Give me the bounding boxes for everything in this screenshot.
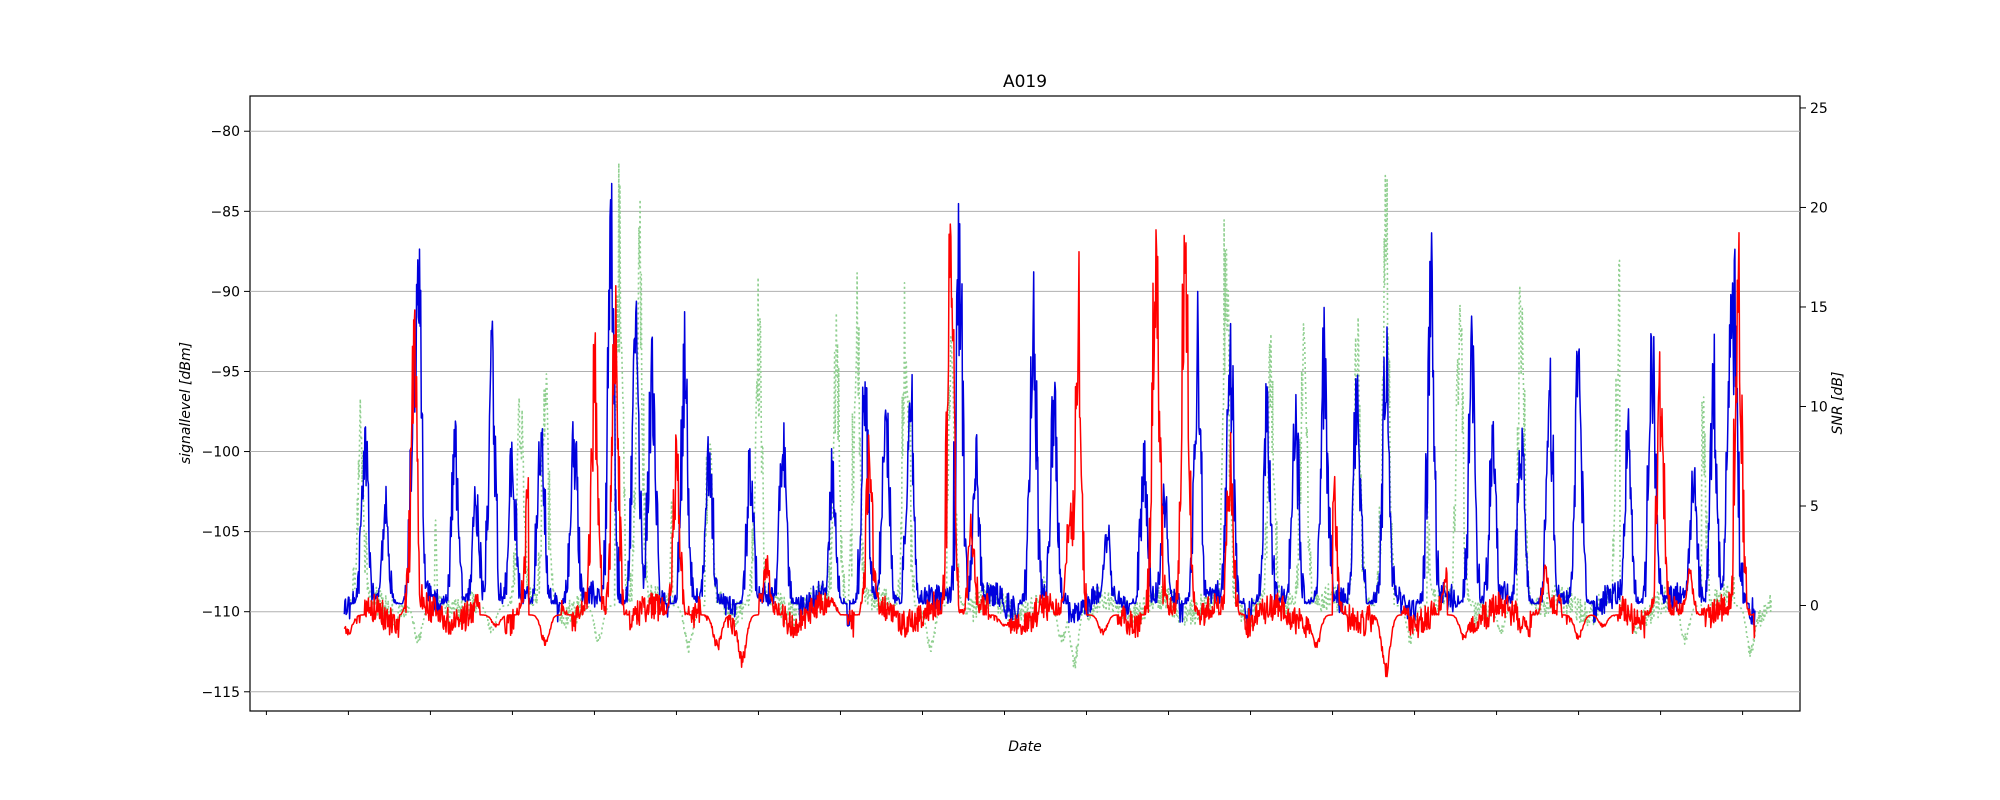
y-left-axis-label: signallevel [dBm] bbox=[178, 342, 194, 464]
axes: −80−85−90−95−100−105−110−115051015202502… bbox=[202, 101, 1828, 715]
series-layer bbox=[343, 162, 1773, 678]
y-left-tick-label: −85 bbox=[210, 204, 240, 220]
chart-title: A019 bbox=[1003, 72, 1047, 92]
y-right-tick-label: 25 bbox=[1810, 101, 1828, 117]
y-left-tick-label: −115 bbox=[202, 685, 240, 701]
y-right-axis-label: SNR [dB] bbox=[1830, 372, 1846, 435]
plot-frame bbox=[249, 95, 1801, 712]
grid bbox=[250, 130, 1800, 693]
y-left-tick-label: −105 bbox=[202, 525, 240, 541]
y-right-tick-label: 10 bbox=[1810, 399, 1828, 415]
y-right-tick-label: 20 bbox=[1810, 200, 1828, 216]
series-red-line bbox=[343, 223, 1756, 678]
y-left-tick-label: −80 bbox=[210, 124, 240, 140]
y-left-tick-label: −110 bbox=[202, 605, 240, 621]
y-left-tick-label: −90 bbox=[210, 284, 240, 300]
y-right-tick-label: 5 bbox=[1810, 499, 1819, 515]
y-left-tick-label: −95 bbox=[210, 364, 240, 380]
y-right-tick-label: 15 bbox=[1810, 300, 1828, 316]
series-blue-line bbox=[343, 182, 1756, 627]
x-axis-label: Date bbox=[1008, 739, 1041, 755]
y-right-tick-label: 0 bbox=[1810, 599, 1819, 615]
series-green-line bbox=[348, 162, 1773, 670]
y-left-tick-label: −100 bbox=[202, 445, 240, 461]
